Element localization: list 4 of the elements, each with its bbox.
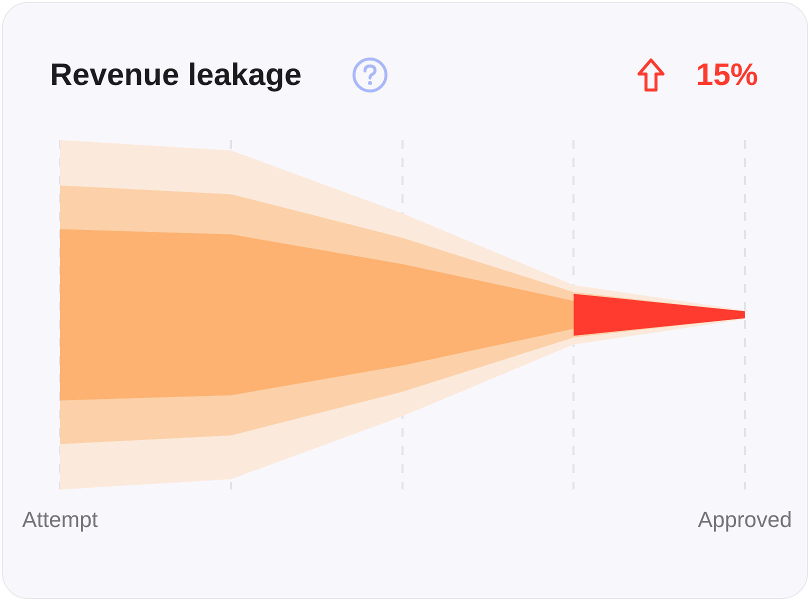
text: 15% [696, 56, 758, 94]
chart-title: Revenue leakage [50, 56, 302, 94]
x-tick-label: Attempt [22, 506, 98, 532]
x-tick-label: Approved [698, 506, 792, 532]
